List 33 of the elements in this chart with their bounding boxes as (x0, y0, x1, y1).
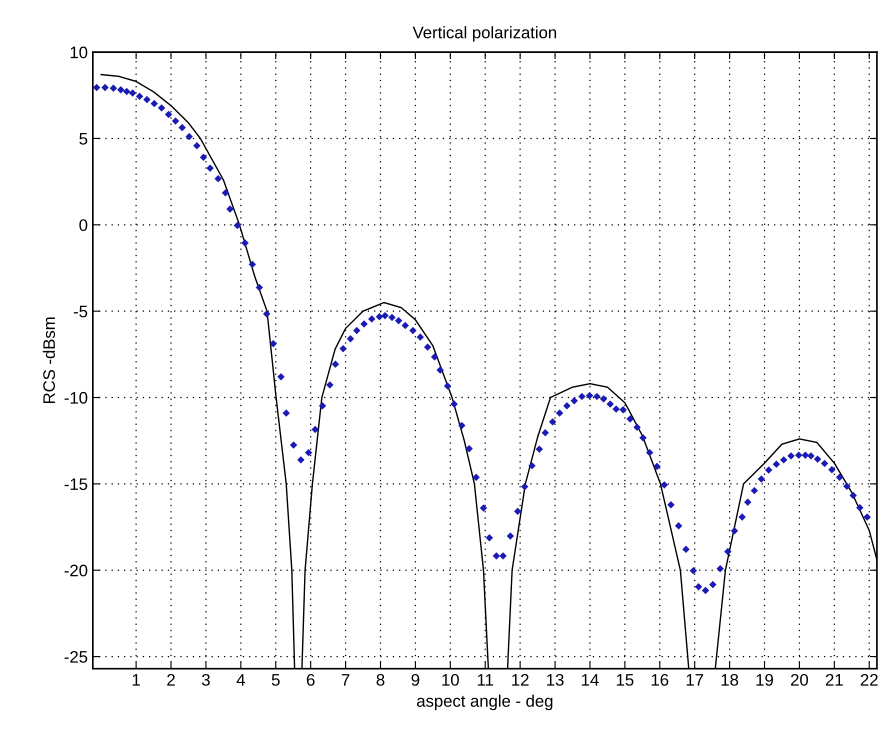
x-tick-label: 3 (202, 674, 210, 686)
x-tick-label: 22 (860, 674, 878, 686)
y-tick-label: -10 (64, 392, 88, 404)
x-tick-label: 17 (686, 674, 704, 686)
x-tick-label: 4 (236, 674, 245, 686)
y-axis-title: RCS -dBsm (42, 318, 56, 404)
x-tick-label: 6 (306, 674, 315, 686)
x-tick-label: 11 (478, 674, 494, 686)
y-tick-label: 5 (79, 133, 88, 145)
x-tick-label: 13 (547, 674, 564, 686)
y-tick-label: -25 (64, 650, 88, 663)
y-tick-label: -15 (64, 478, 88, 490)
x-tick-label: 8 (376, 674, 384, 686)
y-tick-label: 0 (79, 219, 88, 232)
x-tick-label: 15 (616, 674, 634, 686)
x-tick-label: 2 (167, 674, 175, 686)
y-tick-label: -5 (74, 306, 88, 318)
x-axis-title: aspect angle - deg (417, 694, 552, 710)
x-tick-label: 7 (342, 674, 350, 686)
x-tick-label: 21 (826, 674, 843, 686)
x-tick-label: 20 (790, 674, 808, 686)
x-tick-label: 9 (412, 674, 420, 686)
x-tick-label: 1 (132, 674, 140, 686)
y-tick-label: -20 (64, 564, 88, 576)
y-tick-label: 10 (70, 46, 88, 58)
chart-title: Vertical polarization (412, 26, 556, 42)
x-tick-label: 14 (582, 674, 599, 686)
x-tick-label: 5 (272, 674, 280, 686)
x-tick-label: 10 (442, 674, 459, 686)
x-tick-label: 16 (652, 674, 668, 686)
x-tick-label: 12 (512, 674, 529, 686)
x-tick-label: 19 (756, 674, 773, 686)
x-tick-label: 18 (722, 674, 738, 686)
